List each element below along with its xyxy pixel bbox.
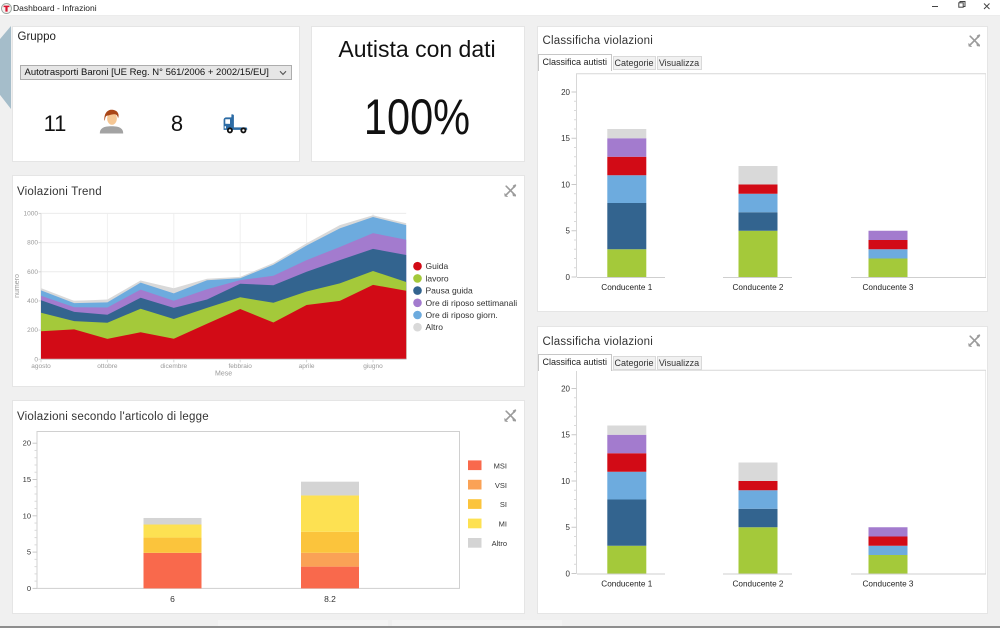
svg-text:Ore di riposo giorn.: Ore di riposo giorn. xyxy=(426,310,498,320)
svg-text:Altro: Altro xyxy=(426,322,444,332)
svg-text:10: 10 xyxy=(23,511,31,520)
svg-text:0: 0 xyxy=(566,273,571,282)
svg-text:Conducente 2: Conducente 2 xyxy=(733,580,784,589)
svg-text:10: 10 xyxy=(561,477,570,486)
svg-text:200: 200 xyxy=(27,327,38,334)
svg-text:Guida: Guida xyxy=(426,261,449,271)
svg-text:10: 10 xyxy=(561,180,570,189)
svg-text:0: 0 xyxy=(34,356,38,363)
svg-text:VSI: VSI xyxy=(495,481,507,490)
svg-text:MI: MI xyxy=(499,520,507,529)
svg-text:0: 0 xyxy=(566,569,571,578)
svg-text:1000: 1000 xyxy=(24,210,39,217)
svg-text:5: 5 xyxy=(566,227,571,236)
svg-text:ottobre: ottobre xyxy=(97,363,118,370)
svg-text:0: 0 xyxy=(27,584,31,593)
svg-text:5: 5 xyxy=(566,523,571,532)
svg-text:20: 20 xyxy=(561,88,570,97)
svg-text:Conducente 1: Conducente 1 xyxy=(601,283,652,292)
svg-text:MSI: MSI xyxy=(494,461,507,470)
svg-text:numero: numero xyxy=(14,274,21,298)
svg-text:15: 15 xyxy=(23,475,31,484)
svg-text:Conducente 3: Conducente 3 xyxy=(863,283,914,292)
svg-text:Pausa guida: Pausa guida xyxy=(426,286,474,296)
svg-text:600: 600 xyxy=(27,269,38,276)
svg-text:Altro: Altro xyxy=(492,539,507,548)
svg-text:aprile: aprile xyxy=(299,363,315,370)
svg-text:8.2: 8.2 xyxy=(324,594,336,604)
svg-text:lavoro: lavoro xyxy=(426,273,449,283)
svg-text:Conducente 2: Conducente 2 xyxy=(733,283,784,292)
svg-text:800: 800 xyxy=(27,240,38,247)
svg-text:dicembre: dicembre xyxy=(160,363,187,370)
svg-text:giugno: giugno xyxy=(363,363,383,370)
svg-text:15: 15 xyxy=(561,134,570,143)
svg-text:febbraio: febbraio xyxy=(228,363,252,370)
svg-text:15: 15 xyxy=(561,431,570,440)
svg-text:400: 400 xyxy=(27,298,38,305)
svg-text:5: 5 xyxy=(27,548,31,557)
svg-text:Conducente 3: Conducente 3 xyxy=(863,580,914,589)
svg-text:Conducente 1: Conducente 1 xyxy=(601,580,652,589)
svg-text:20: 20 xyxy=(23,439,31,448)
svg-text:20: 20 xyxy=(561,384,570,393)
svg-text:Ore di riposo settimanali: Ore di riposo settimanali xyxy=(426,298,518,308)
svg-text:Mese: Mese xyxy=(215,371,232,378)
svg-text:SI: SI xyxy=(500,500,507,509)
svg-text:agosto: agosto xyxy=(31,363,51,370)
svg-text:6: 6 xyxy=(170,594,175,604)
